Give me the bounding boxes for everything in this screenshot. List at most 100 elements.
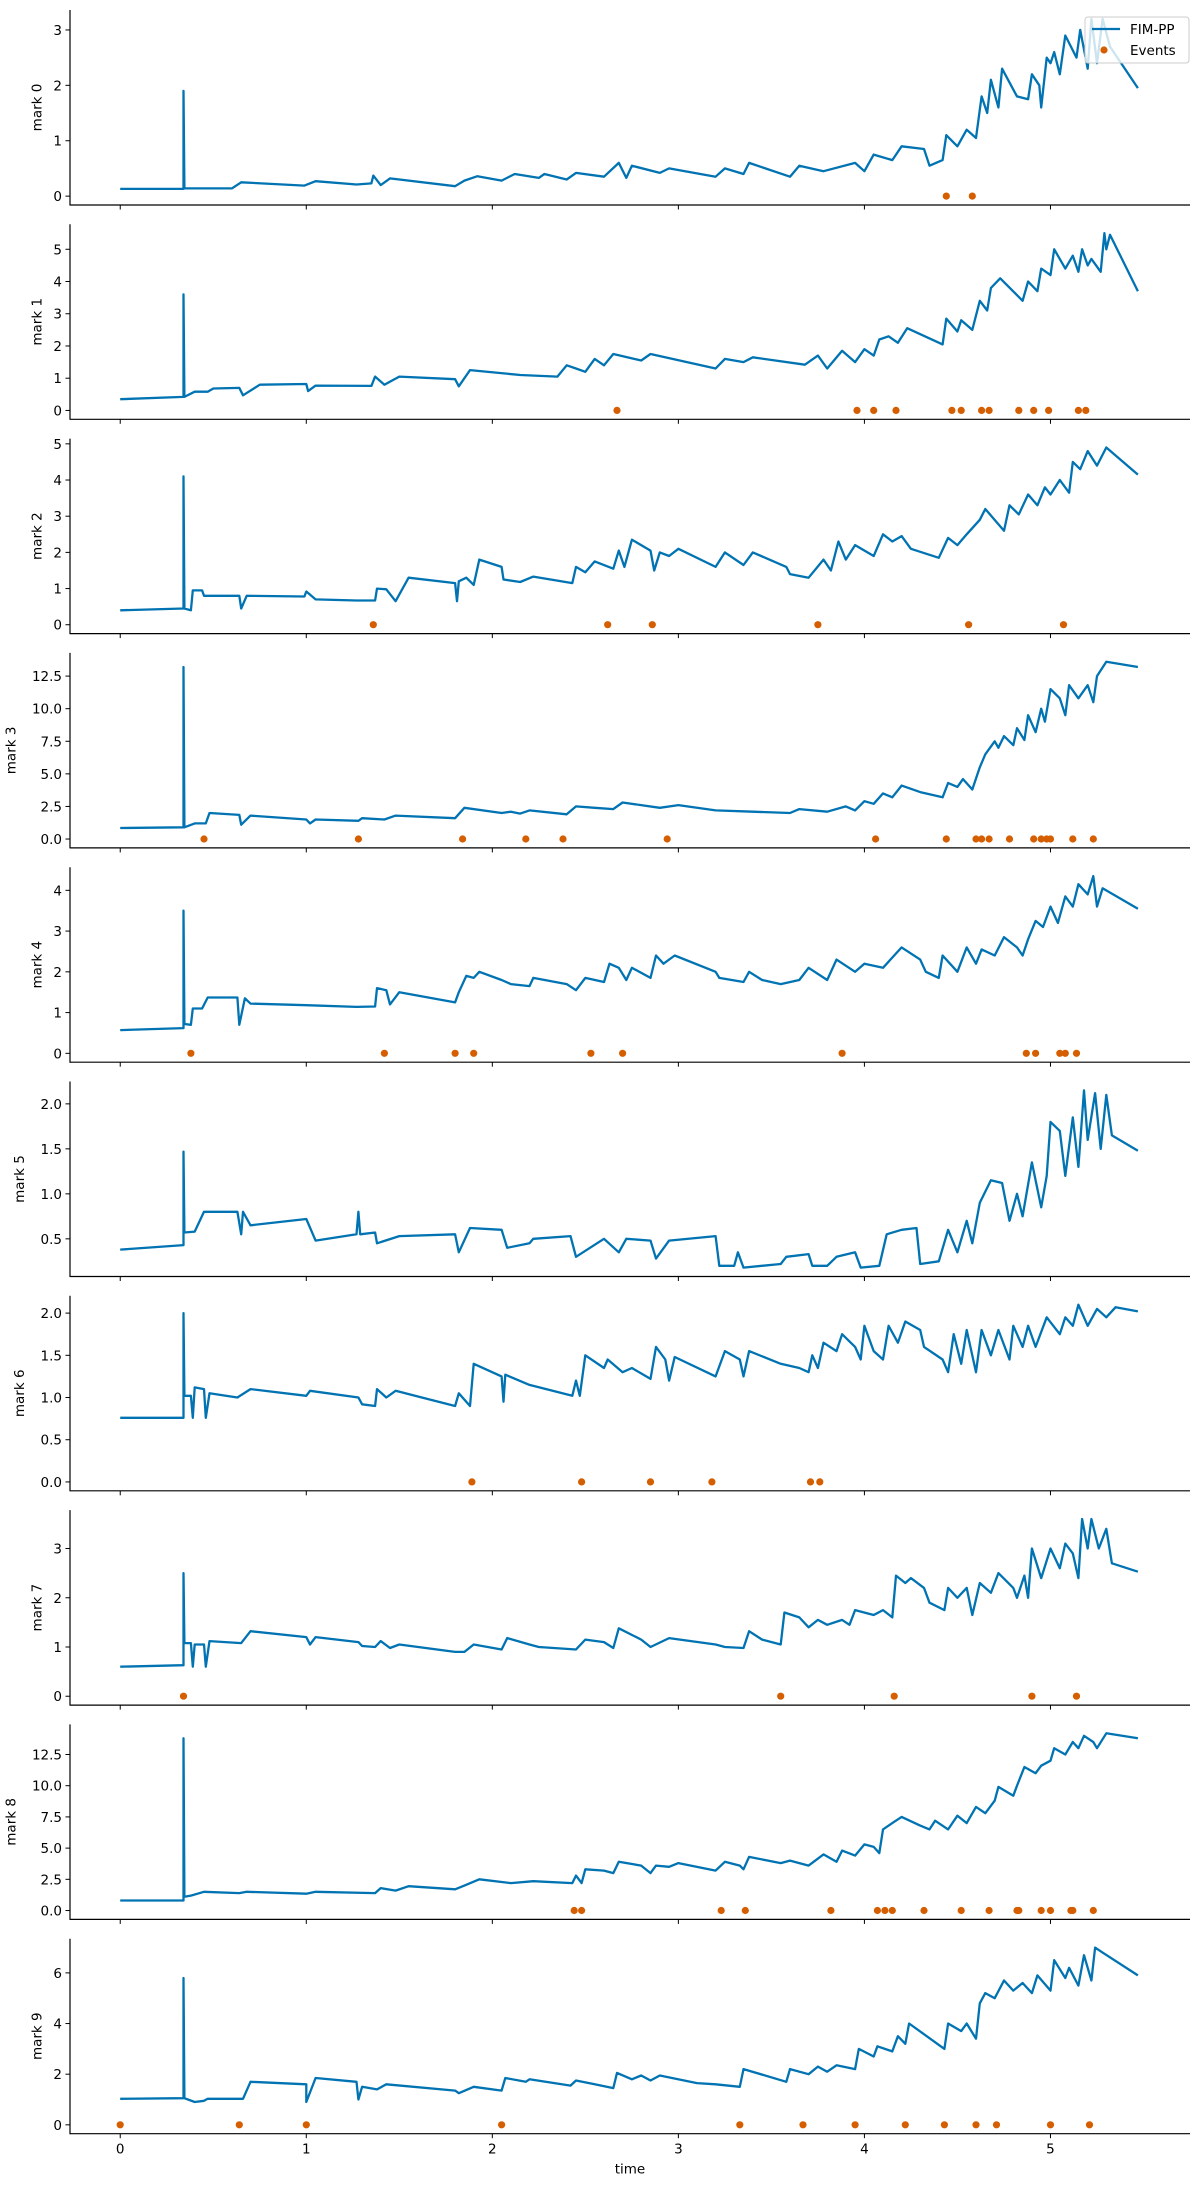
x-tick-label: 0 bbox=[116, 2142, 125, 2158]
x-tick-label: 3 bbox=[674, 2142, 683, 2158]
event-point bbox=[1037, 1906, 1045, 1915]
y-tick-label: 1 bbox=[53, 582, 62, 598]
event-point bbox=[1045, 406, 1053, 414]
event-point bbox=[968, 192, 976, 200]
y-tick-label: 4 bbox=[53, 2017, 62, 2033]
event-point bbox=[827, 1906, 835, 1915]
event-point bbox=[940, 2121, 949, 2129]
event-point bbox=[578, 1478, 586, 1486]
x-tick-label: 5 bbox=[1046, 2142, 1055, 2158]
y-tick-label: 1.5 bbox=[41, 1142, 62, 1158]
panel-mark-1: 0 1 2 3 4 5 mark 1 bbox=[29, 224, 1190, 424]
y-tick-label: 2.5 bbox=[41, 799, 62, 815]
y-tick-label: 0 bbox=[53, 618, 62, 634]
panel-mark-9: 0 2 4 6 mark 9 0 1 2 3 4 5 time bbox=[29, 1938, 1190, 2178]
y-axis-label: mark 4 bbox=[29, 941, 45, 989]
y-tick-label: 12.5 bbox=[32, 1747, 62, 1763]
y-tick-label: 0.5 bbox=[41, 1232, 62, 1248]
event-point bbox=[1085, 2121, 1094, 2129]
x-tick-label: 2 bbox=[488, 2142, 497, 2158]
y-tick-label: 2 bbox=[53, 339, 62, 355]
event-point bbox=[619, 1049, 627, 1057]
legend: FIM-PP Events bbox=[1084, 16, 1190, 64]
event-point bbox=[942, 192, 950, 200]
event-point bbox=[978, 406, 986, 414]
event-point bbox=[1069, 835, 1077, 843]
event-point bbox=[646, 1478, 655, 1486]
event-point bbox=[851, 2121, 859, 2129]
event-point bbox=[1032, 1049, 1040, 1057]
y-tick-label: 10.0 bbox=[32, 1779, 62, 1795]
event-point bbox=[470, 1049, 478, 1057]
legend-label-fim-pp: FIM-PP bbox=[1130, 22, 1175, 38]
y-tick-label: 3 bbox=[53, 509, 62, 525]
y-tick-label: 0 bbox=[53, 403, 62, 419]
y-tick-label: 0 bbox=[53, 1689, 62, 1705]
event-point bbox=[985, 406, 993, 414]
event-point bbox=[1046, 1906, 1055, 1915]
event-point bbox=[985, 1906, 993, 1915]
y-tick-label: 3 bbox=[53, 23, 62, 39]
event-point bbox=[302, 2121, 310, 2129]
y-tick-label: 6 bbox=[53, 1966, 62, 1982]
fim-pp-intensity-line bbox=[120, 232, 1139, 401]
event-point bbox=[965, 621, 973, 629]
y-axis-label: mark 8 bbox=[4, 1798, 20, 1846]
legend-event-swatch bbox=[1100, 46, 1108, 54]
event-point bbox=[1082, 406, 1090, 414]
y-tick-label: 7.5 bbox=[41, 1810, 62, 1826]
event-point bbox=[1005, 835, 1014, 843]
event-point bbox=[1030, 835, 1038, 843]
y-tick-label: 0 bbox=[53, 1046, 62, 1062]
event-point bbox=[853, 406, 861, 414]
y-tick-label: 2.0 bbox=[41, 1306, 62, 1322]
x-tick-label: 1 bbox=[302, 2142, 311, 2158]
event-point bbox=[814, 621, 822, 629]
event-point bbox=[116, 2121, 124, 2129]
y-tick-label: 1 bbox=[53, 371, 62, 387]
panel-mark-0: 0 1 2 3 mark 0 FIM-PP Events bbox=[29, 10, 1190, 210]
event-point bbox=[559, 835, 567, 843]
event-point bbox=[708, 1478, 716, 1486]
y-tick-label: 1.5 bbox=[41, 1348, 62, 1364]
event-point bbox=[1089, 1906, 1097, 1915]
y-tick-label: 0.0 bbox=[41, 832, 62, 848]
event-point bbox=[806, 1478, 815, 1486]
event-point bbox=[648, 621, 656, 629]
y-tick-label: 5 bbox=[53, 242, 62, 258]
event-point bbox=[451, 1049, 459, 1057]
y-axis-label: mark 3 bbox=[4, 727, 20, 775]
fim-pp-intensity-line bbox=[120, 1303, 1139, 1419]
event-point bbox=[799, 2121, 807, 2129]
y-axis-label: mark 1 bbox=[29, 298, 45, 346]
event-point bbox=[1037, 835, 1045, 843]
y-axis-label: mark 6 bbox=[12, 1369, 28, 1417]
event-point bbox=[498, 2121, 506, 2129]
event-point bbox=[354, 835, 362, 843]
fim-pp-intensity-line bbox=[120, 1517, 1139, 1668]
panel-mark-4: 0 1 2 3 4 mark 4 bbox=[29, 867, 1190, 1067]
event-point bbox=[1061, 1049, 1069, 1057]
event-point bbox=[881, 1906, 889, 1915]
event-point bbox=[1074, 406, 1082, 414]
y-tick-label: 5 bbox=[53, 437, 62, 453]
y-tick-label: 0.0 bbox=[41, 1904, 62, 1920]
event-point bbox=[888, 1906, 896, 1915]
event-point bbox=[1046, 2121, 1055, 2129]
y-tick-label: 1.0 bbox=[41, 1187, 62, 1203]
y-tick-label: 4 bbox=[53, 883, 62, 899]
event-point bbox=[570, 1906, 578, 1915]
event-point bbox=[613, 406, 621, 414]
panel-mark-6: 0.0 0.5 1.0 1.5 2.0 mark 6 bbox=[12, 1295, 1190, 1496]
y-tick-label: 2 bbox=[53, 545, 62, 561]
y-tick-label: 2 bbox=[53, 965, 62, 981]
y-tick-label: 3 bbox=[53, 1542, 62, 1558]
fim-pp-intensity-line bbox=[120, 446, 1139, 612]
y-axis-label: mark 7 bbox=[29, 1584, 45, 1632]
event-point bbox=[838, 1049, 846, 1057]
y-tick-label: 3 bbox=[53, 924, 62, 940]
event-point bbox=[1069, 1906, 1077, 1915]
y-tick-label: 0 bbox=[53, 189, 62, 205]
event-point bbox=[920, 1906, 928, 1915]
